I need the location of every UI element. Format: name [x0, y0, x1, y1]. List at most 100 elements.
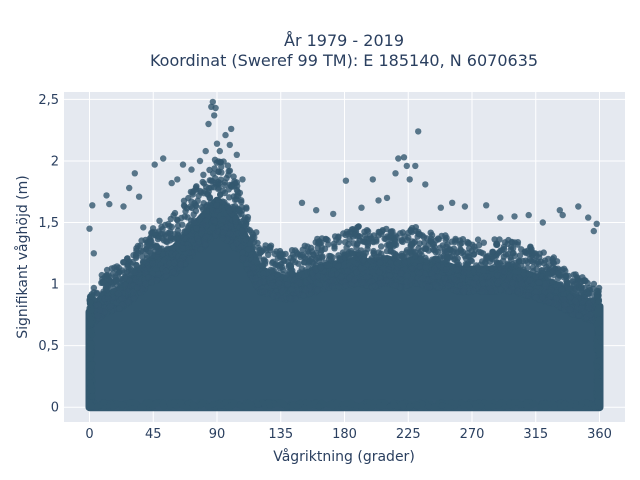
- data-point: [502, 282, 509, 289]
- data-point: [424, 283, 431, 291]
- data-point: [139, 253, 146, 260]
- data-point: [542, 403, 549, 411]
- data-point: [164, 238, 171, 245]
- data-point: [561, 301, 568, 308]
- outlier-point: [585, 214, 592, 221]
- data-point: [443, 248, 450, 255]
- data-point: [355, 223, 362, 230]
- data-point: [422, 264, 430, 271]
- data-point: [401, 259, 408, 267]
- data-point: [533, 288, 540, 295]
- data-point: [465, 403, 473, 410]
- data-point: [215, 402, 222, 409]
- data-point: [334, 263, 341, 270]
- data-point: [561, 306, 568, 313]
- outlier-point: [575, 203, 582, 210]
- data-point: [160, 257, 168, 264]
- data-point: [337, 273, 345, 281]
- data-point: [428, 270, 436, 277]
- data-point: [451, 255, 459, 263]
- outlier-point: [90, 250, 98, 257]
- data-point: [149, 260, 157, 267]
- data-point: [558, 286, 565, 294]
- outlier-point: [222, 131, 229, 139]
- data-point: [437, 244, 444, 251]
- data-point: [480, 267, 487, 274]
- x-tick-label: 270: [460, 427, 485, 442]
- data-point: [368, 278, 376, 285]
- data-point: [407, 242, 414, 250]
- data-point: [210, 184, 218, 191]
- data-point: [419, 275, 427, 282]
- data-point: [460, 402, 468, 410]
- outlier-point: [103, 192, 110, 199]
- data-point: [326, 252, 333, 260]
- data-point: [148, 238, 155, 245]
- data-point: [88, 307, 95, 314]
- data-point: [423, 257, 430, 264]
- outlier-point: [593, 220, 600, 227]
- data-point: [408, 265, 416, 272]
- data-point: [239, 227, 246, 234]
- data-point: [185, 249, 192, 256]
- data-point: [329, 276, 337, 284]
- outlier-point: [209, 98, 216, 106]
- chart-title-line2: Koordinat (Sweref 99 TM): E 185140, N 60…: [150, 51, 538, 70]
- data-point: [514, 241, 521, 248]
- data-point: [541, 288, 548, 296]
- data-point: [376, 253, 383, 260]
- data-point: [563, 281, 571, 288]
- data-point: [524, 259, 531, 266]
- data-point: [459, 248, 467, 256]
- data-point: [86, 328, 93, 336]
- data-point: [245, 246, 252, 253]
- data-point: [398, 237, 405, 245]
- data-point: [86, 299, 94, 306]
- data-point: [348, 399, 355, 406]
- outlier-point: [151, 161, 158, 168]
- data-point: [167, 228, 174, 235]
- data-point: [308, 255, 315, 262]
- data-point: [184, 214, 191, 221]
- data-point: [394, 264, 401, 271]
- data-point: [479, 288, 486, 295]
- outlier-point: [539, 219, 546, 226]
- data-point: [453, 266, 460, 274]
- data-point: [240, 254, 247, 261]
- data-point: [222, 224, 229, 231]
- data-point: [361, 232, 369, 239]
- data-point: [87, 351, 95, 358]
- outlier-point: [483, 202, 490, 209]
- data-point: [182, 208, 189, 215]
- data-point: [505, 288, 512, 295]
- data-point: [412, 249, 419, 256]
- data-point: [351, 231, 358, 238]
- data-point: [450, 248, 457, 255]
- data-point: [271, 250, 278, 257]
- data-point: [477, 402, 485, 410]
- data-point: [213, 202, 220, 209]
- outlier-point: [330, 210, 337, 218]
- outlier-point: [383, 194, 391, 202]
- outlier-point: [212, 104, 219, 112]
- data-point: [88, 402, 96, 410]
- outlier-point: [89, 202, 96, 209]
- data-point: [460, 287, 468, 294]
- data-point: [101, 308, 108, 316]
- data-point: [155, 271, 162, 278]
- data-point: [94, 403, 101, 410]
- data-point: [260, 270, 267, 277]
- outlier-point: [358, 204, 365, 211]
- data-point: [358, 265, 365, 272]
- data-point: [460, 269, 468, 276]
- outlier-point: [233, 151, 240, 158]
- outlier-point: [406, 176, 413, 183]
- data-point: [363, 273, 370, 280]
- data-point: [312, 266, 320, 274]
- data-point: [421, 239, 428, 246]
- data-point: [246, 403, 253, 411]
- data-point: [351, 276, 358, 284]
- data-point: [559, 266, 566, 273]
- outlier-point: [400, 154, 408, 161]
- data-point: [254, 239, 261, 247]
